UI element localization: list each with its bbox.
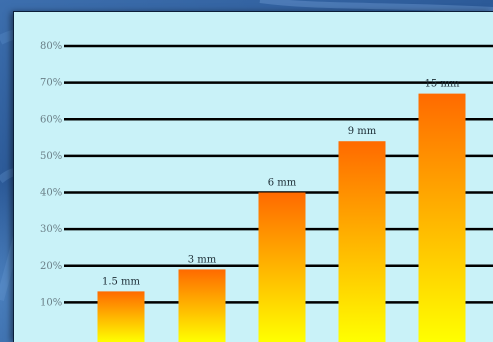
bar-chart: 10% 20% 30% 40% 50% 60% 70% 80% 1.5 mm 3 mm 6 mm 9… — [40, 41, 493, 342]
bar — [338, 141, 386, 342]
y-tick-label: 30% — [40, 224, 62, 235]
y-tick-label: 80% — [40, 41, 62, 52]
bar — [97, 291, 145, 342]
bar-data-label: 9 mm — [348, 126, 377, 137]
y-tick-label: 20% — [40, 261, 62, 272]
bar — [258, 192, 306, 342]
y-tick-label: 40% — [40, 188, 62, 199]
bar — [418, 93, 466, 342]
y-tick-label: 60% — [40, 114, 62, 125]
y-tick-label: 10% — [40, 297, 62, 308]
bar — [178, 269, 226, 342]
bar-data-label: 6 mm — [268, 178, 297, 189]
bar-data-label: 15 mm — [425, 79, 460, 90]
y-tick-label: 70% — [40, 78, 62, 89]
bar-data-labels: 1.5 mm 3 mm 6 mm 9 mm 15 mm — [102, 79, 460, 288]
y-tick-label: 50% — [40, 151, 62, 162]
bars — [97, 93, 466, 342]
chart-panel: 10% 20% 30% 40% 50% 60% 70% 80% 1.5 mm 3 mm 6 mm 9… — [14, 12, 493, 342]
bar-data-label: 3 mm — [188, 254, 217, 265]
bar-data-label: 1.5 mm — [102, 276, 141, 287]
y-axis-tick-labels: 10% 20% 30% 40% 50% 60% 70% 80% — [40, 41, 62, 308]
